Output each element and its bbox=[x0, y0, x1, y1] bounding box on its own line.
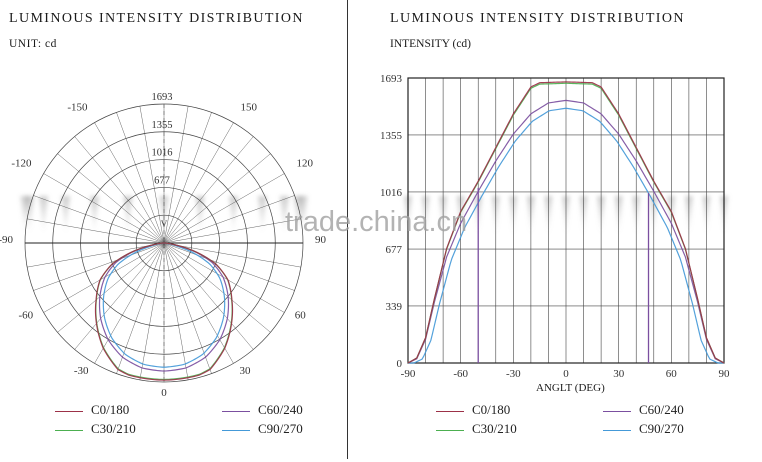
svg-text:1693: 1693 bbox=[152, 92, 173, 103]
svg-text:677: 677 bbox=[154, 175, 170, 186]
svg-text:-30: -30 bbox=[506, 368, 521, 380]
svg-text:60: 60 bbox=[666, 368, 678, 380]
svg-text:120: 120 bbox=[297, 158, 314, 170]
svg-text:0: 0 bbox=[563, 368, 569, 380]
svg-text:-150: -150 bbox=[67, 102, 88, 114]
svg-text:150: 150 bbox=[241, 102, 258, 114]
svg-text:60: 60 bbox=[295, 310, 307, 322]
svg-text:1693: 1693 bbox=[381, 73, 403, 85]
svg-text:339: 339 bbox=[386, 301, 403, 313]
svg-text:30: 30 bbox=[613, 368, 625, 380]
svg-text:30: 30 bbox=[240, 365, 252, 377]
svg-text:-30: -30 bbox=[74, 365, 89, 377]
svg-text:677: 677 bbox=[386, 244, 403, 256]
svg-text:90: 90 bbox=[719, 368, 731, 380]
svg-text:1355: 1355 bbox=[152, 120, 173, 131]
svg-text:-60: -60 bbox=[19, 310, 34, 322]
svg-text:1016: 1016 bbox=[381, 187, 403, 199]
svg-text:-90: -90 bbox=[0, 234, 13, 246]
svg-text:0: 0 bbox=[397, 358, 403, 370]
svg-text:-120: -120 bbox=[11, 158, 32, 170]
svg-text:1355: 1355 bbox=[381, 130, 403, 142]
svg-text:1016: 1016 bbox=[152, 148, 173, 159]
svg-text:V: V bbox=[161, 219, 168, 229]
svg-text:0: 0 bbox=[161, 387, 167, 399]
svg-text:-90: -90 bbox=[401, 368, 416, 380]
svg-text:-60: -60 bbox=[453, 368, 468, 380]
